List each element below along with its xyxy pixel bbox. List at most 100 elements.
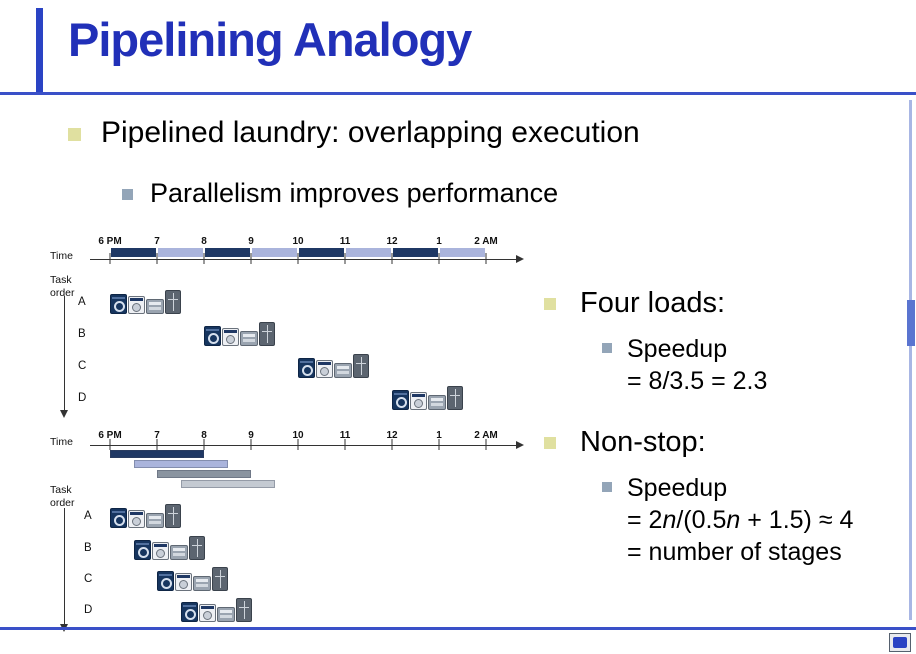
slide-title: Pipelining Analogy bbox=[68, 13, 472, 66]
bullet-square-icon bbox=[544, 436, 556, 449]
time-label: 11 bbox=[339, 430, 351, 441]
washer-icon bbox=[180, 602, 198, 622]
storer-icon bbox=[212, 567, 228, 591]
time-label: 10 bbox=[292, 430, 304, 441]
folder-icon bbox=[169, 545, 188, 560]
time-axis-arrow-icon bbox=[516, 441, 524, 449]
laundry-load bbox=[110, 502, 181, 528]
storer-icon bbox=[259, 322, 275, 346]
time-tick bbox=[250, 439, 252, 450]
time-axis-arrow-icon bbox=[516, 255, 524, 263]
formula-part: = 2 bbox=[627, 505, 663, 534]
sequential-laundry-diagram: Time 6 PM 7 8 9 10 11 12 1 2 AM Task order A B C D bbox=[48, 232, 588, 424]
hour-segment bbox=[158, 248, 203, 257]
dryer-icon bbox=[128, 510, 145, 528]
folder-icon bbox=[216, 607, 235, 622]
dryer-icon bbox=[175, 573, 192, 591]
pipelined-laundry-diagram: Time 6 PM 7 8 9 10 11 12 1 2 AM Task order A B C D bbox=[48, 426, 588, 642]
time-axis bbox=[90, 259, 516, 260]
time-axis bbox=[90, 445, 516, 446]
time-axis-label: Time bbox=[50, 436, 73, 448]
time-label: 1 bbox=[436, 236, 442, 247]
storer-icon bbox=[447, 386, 463, 410]
storer-icon bbox=[165, 290, 181, 314]
sub-bullet-square-icon bbox=[602, 481, 612, 492]
hour-segment bbox=[205, 248, 250, 257]
time-label: 1 bbox=[436, 430, 442, 441]
non-stop-speedup-text: Speedup = 2n/(0.5n + 1.5) ≈ 4 = number o… bbox=[627, 472, 853, 568]
time-tick bbox=[297, 439, 299, 450]
formula-part: /(0.5 bbox=[676, 505, 727, 534]
time-tick bbox=[438, 253, 440, 264]
time-label: 2 AM bbox=[474, 430, 498, 441]
folder-icon bbox=[146, 513, 164, 528]
task-order-label: Task order bbox=[50, 274, 75, 299]
bullet-square-icon bbox=[544, 298, 556, 310]
folder-icon bbox=[240, 331, 258, 346]
laundry-load bbox=[298, 352, 369, 378]
time-label: 8 bbox=[201, 236, 207, 247]
main-bullet-text: Pipelined laundry: overlapping execution bbox=[101, 116, 640, 149]
time-label: 12 bbox=[386, 236, 398, 247]
task-letter: D bbox=[78, 392, 87, 404]
time-axis-label: Time bbox=[50, 250, 73, 262]
bottom-border-line bbox=[0, 627, 916, 630]
footer-logo-icon bbox=[889, 633, 911, 652]
stage-utilization-bar bbox=[133, 460, 228, 468]
hour-segment bbox=[393, 248, 438, 257]
right-column: Four loads: Speedup = 8/3.5 = 2.3 Non-st… bbox=[544, 286, 912, 596]
time-label: 10 bbox=[292, 236, 304, 247]
bullet-square-icon bbox=[68, 128, 81, 141]
storer-icon bbox=[353, 354, 369, 378]
task-letter: B bbox=[84, 542, 92, 554]
folder-icon bbox=[146, 299, 164, 314]
time-tick bbox=[485, 253, 487, 264]
task-order-axis bbox=[64, 508, 65, 624]
dryer-icon bbox=[151, 542, 169, 560]
sub-bullet-square-icon bbox=[602, 342, 612, 353]
laundry-load bbox=[392, 384, 463, 410]
washer-icon bbox=[110, 294, 127, 314]
four-loads-speedup-bullet: Speedup = 8/3.5 = 2.3 bbox=[602, 333, 912, 397]
hour-segment bbox=[440, 248, 485, 257]
time-tick bbox=[203, 253, 205, 264]
four-loads-bullet: Four loads: bbox=[544, 286, 912, 321]
main-bullet: Pipelined laundry: overlapping execution bbox=[68, 116, 640, 150]
four-loads-speedup-text: Speedup = 8/3.5 = 2.3 bbox=[627, 333, 767, 397]
title-accent-bar bbox=[36, 8, 43, 93]
hour-segment bbox=[252, 248, 297, 257]
speedup-value: = 8/3.5 = 2.3 bbox=[627, 366, 768, 395]
time-label: 9 bbox=[248, 236, 254, 247]
time-label: 6 PM bbox=[98, 236, 122, 247]
task-order-axis bbox=[64, 296, 65, 410]
time-label: 7 bbox=[154, 430, 160, 441]
hour-segment bbox=[111, 248, 156, 257]
storer-icon bbox=[188, 536, 205, 560]
dryer-icon bbox=[222, 328, 239, 346]
folder-icon bbox=[193, 576, 211, 591]
time-tick bbox=[109, 439, 111, 450]
washer-icon bbox=[298, 358, 315, 378]
time-label: 2 AM bbox=[474, 236, 498, 247]
time-tick bbox=[156, 253, 158, 264]
time-tick bbox=[156, 439, 158, 450]
right-edge-marker bbox=[907, 300, 915, 346]
title-underline bbox=[0, 92, 916, 95]
laundry-load bbox=[110, 288, 181, 314]
time-label: 9 bbox=[248, 430, 254, 441]
formula-part: + 1.5) ≈ 4 bbox=[740, 505, 854, 534]
time-label: 7 bbox=[154, 236, 160, 247]
time-label: 8 bbox=[201, 430, 207, 441]
non-stop-label: Non-stop: bbox=[580, 425, 706, 458]
folder-icon bbox=[334, 363, 352, 378]
dryer-icon bbox=[128, 296, 145, 314]
task-letter: C bbox=[78, 360, 87, 372]
time-label: 6 PM bbox=[98, 430, 122, 441]
time-tick bbox=[344, 439, 346, 450]
task-letter: D bbox=[84, 604, 93, 616]
sub-bullet-square-icon bbox=[122, 189, 133, 200]
task-letter: B bbox=[78, 328, 86, 340]
dryer-icon bbox=[198, 604, 216, 622]
non-stop-speedup-bullet: Speedup = 2n/(0.5n + 1.5) ≈ 4 = number o… bbox=[602, 472, 912, 568]
